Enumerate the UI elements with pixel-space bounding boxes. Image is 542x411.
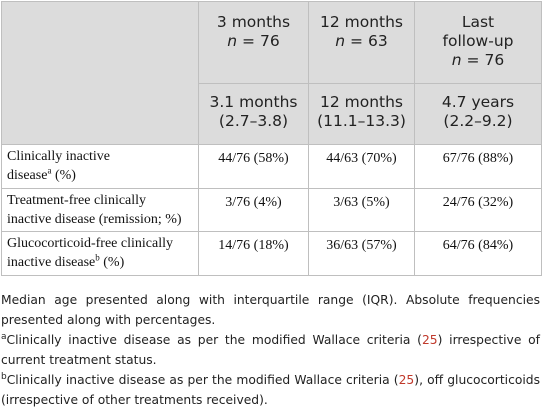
row-label: Treatment-free clinically inactive disea… (1, 188, 199, 232)
median-value: 12 months (319, 93, 404, 111)
cell-12-months: 36/63 (57%) (308, 231, 415, 276)
header-row-medians: 3.1 months (2.7–3.8) 12 months (11.1–13.… (1, 83, 542, 145)
header-last-follow-up: Last follow-up n = 76 (414, 1, 542, 84)
header-title-line1: Last (461, 13, 495, 31)
cell-last-follow-up: 24/76 (32%) (414, 188, 542, 232)
footnote-main: Median age presented along with interqua… (1, 293, 540, 327)
median-3-months: 3.1 months (2.7–3.8) (198, 83, 309, 145)
header-n: n = 76 (227, 32, 280, 50)
header-empty-cell (1, 1, 199, 145)
table-row-clinically-inactive: Clinically inactive diseasea (%) 44/76 (… (1, 144, 542, 189)
cell-3-months: 14/76 (18%) (198, 231, 309, 276)
median-value: 3.1 months (209, 93, 298, 111)
cell-last-follow-up: 64/76 (84%) (414, 231, 542, 276)
median-value: 4.7 years (441, 93, 515, 111)
header-title: 12 months (319, 13, 404, 31)
header-n: n = 76 (451, 51, 505, 69)
footnote-a: aClinically inactive disease as per the … (1, 331, 540, 367)
cell-last-follow-up: 67/76 (88%) (414, 144, 542, 189)
median-last-follow-up: 4.7 years (2.2–9.2) (414, 83, 542, 145)
table-row-treatment-free: Treatment-free clinically inactive disea… (1, 188, 542, 232)
header-12-months: 12 months n = 63 (308, 1, 415, 84)
cell-3-months: 3/76 (4%) (198, 188, 309, 232)
median-iqr: (2.7–3.8) (218, 112, 289, 130)
cell-12-months: 44/63 (70%) (308, 144, 415, 189)
table-footnotes: Median age presented along with interqua… (1, 290, 540, 410)
header-row-timepoints: 3 months n = 76 12 months n = 63 Last fo… (1, 1, 542, 145)
header-3-months: 3 months n = 76 (198, 1, 309, 84)
header-title-line2: follow-up (442, 32, 514, 50)
table-row-glucocorticoid-free: Glucocorticoid-free clinically inactive … (1, 231, 542, 276)
cell-12-months: 3/63 (5%) (308, 188, 415, 232)
results-table: 3 months n = 76 12 months n = 63 Last fo… (1, 1, 542, 276)
reference-link[interactable]: 25 (398, 373, 415, 387)
median-iqr: (2.2–9.2) (443, 112, 513, 130)
header-n: n = 63 (335, 32, 388, 50)
median-iqr: (11.1–13.3) (317, 112, 406, 130)
row-label: Clinically inactive diseasea (%) (1, 144, 199, 189)
reference-link[interactable]: 25 (421, 333, 438, 347)
cell-3-months: 44/76 (58%) (198, 144, 309, 189)
header-title: 3 months (216, 13, 291, 31)
row-label: Glucocorticoid-free clinically inactive … (1, 231, 199, 276)
footnote-b: bClinically inactive disease as per the … (1, 371, 541, 407)
median-12-months: 12 months (11.1–13.3) (308, 83, 415, 145)
